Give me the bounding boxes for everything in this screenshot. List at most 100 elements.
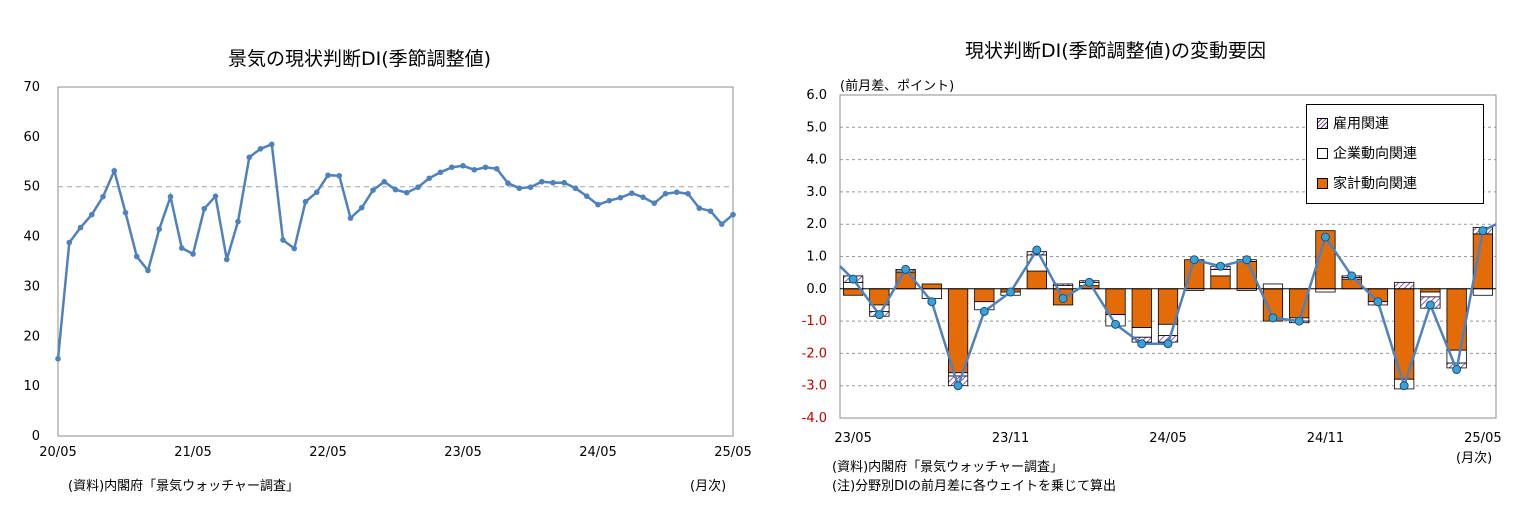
data-point xyxy=(77,224,84,231)
total-point xyxy=(1294,316,1304,326)
y-tick-label: -4.0 xyxy=(802,411,827,426)
data-point xyxy=(178,245,185,251)
data-point xyxy=(201,205,208,212)
data-point xyxy=(66,239,73,246)
data-point xyxy=(111,167,118,174)
data-point xyxy=(696,205,703,211)
y-tick-label: -3.0 xyxy=(802,379,827,394)
total-point xyxy=(1425,300,1435,310)
total-point xyxy=(1084,277,1094,287)
right-chart-title: 現状判断DI(季節調整値)の変動要因 xyxy=(965,40,1267,62)
x-tick-label: 25/05 xyxy=(1464,431,1501,446)
y-tick-label: 70 xyxy=(23,80,40,95)
right-unit-note: (月次) xyxy=(1456,451,1493,466)
bar-corporate xyxy=(947,372,969,377)
series-line xyxy=(56,142,734,359)
bar-corporate xyxy=(1420,291,1441,298)
total-point xyxy=(1347,271,1357,281)
data-point xyxy=(516,185,523,192)
data-point xyxy=(212,193,219,199)
data-point xyxy=(280,237,286,243)
y-tick-label: 1.0 xyxy=(806,250,827,265)
x-tick-label: 20/05 xyxy=(39,445,76,460)
data-point xyxy=(235,218,241,225)
legend-swatch-employment xyxy=(1317,117,1328,129)
left-source-note: (資料)内閣府「景気ウォッチャー調査」 xyxy=(68,479,300,494)
data-point xyxy=(336,172,343,179)
plot-area xyxy=(57,86,734,437)
x-tick-label: 23/05 xyxy=(444,445,481,460)
total-point xyxy=(979,306,989,316)
data-point xyxy=(426,175,433,182)
data-point xyxy=(100,193,106,200)
data-point xyxy=(640,194,646,200)
bar-corporate xyxy=(1131,327,1152,338)
total-point xyxy=(1215,261,1225,271)
data-point xyxy=(730,211,736,218)
legend-item-household: 家計動向関連 xyxy=(1317,173,1417,193)
data-point xyxy=(538,178,545,185)
total-point xyxy=(848,274,858,284)
total-point xyxy=(1137,339,1147,349)
total-point xyxy=(1268,313,1278,323)
data-point xyxy=(482,164,489,171)
data-point xyxy=(246,154,253,161)
left-unit-note: (月次) xyxy=(690,479,727,494)
data-point xyxy=(88,211,95,218)
total-point xyxy=(874,310,884,320)
y-tick-label: 30 xyxy=(23,279,40,294)
y-tick-label: 2.0 xyxy=(806,217,827,232)
data-point xyxy=(381,178,388,185)
data-point xyxy=(392,186,399,193)
total-point xyxy=(1111,319,1121,329)
y-tick-label: -1.0 xyxy=(802,314,827,329)
right-chart-panel: 現状判断DI(季節調整値)の変動要因 (前月差、ポイント) -4.0 -3.0 -2… xyxy=(770,0,1524,529)
data-point xyxy=(572,185,579,192)
x-tick-label: 25/05 xyxy=(714,445,751,460)
data-point xyxy=(718,221,725,227)
total-point xyxy=(927,297,937,307)
data-point xyxy=(313,189,320,195)
right-bar-chart: -4.0 -3.0 -2.0 -1.0 0.0 1.0 2.0 3.0 4.0 5.0 6.0 23/… xyxy=(802,88,1502,446)
left-line-chart: 0 10 20 30 40 50 60 70 20/05 21/05 22/05 23/05 24/05… xyxy=(23,80,751,460)
data-point xyxy=(471,166,478,173)
y-tick-label: 0 xyxy=(32,429,40,444)
bar-employment xyxy=(1394,281,1415,290)
left-chart-panel: 景気の現状判断DI(季節調整値) 0 10 20 30 40 50 60 70 20/05 21/… xyxy=(0,0,760,529)
right-ylabel: (前月差、ポイント) xyxy=(840,79,955,94)
bar-corporate xyxy=(1472,288,1493,296)
x-tick-label: 24/11 xyxy=(1307,431,1344,446)
legend-item-corporate: 企業動向関連 xyxy=(1317,143,1417,163)
y-tick-label: 0.0 xyxy=(806,282,827,297)
legend: 雇用関連 企業動向関連 家計動向関連 xyxy=(1306,104,1484,204)
data-point xyxy=(493,165,500,172)
data-point xyxy=(561,179,568,186)
data-point xyxy=(403,189,410,196)
total-point xyxy=(901,264,911,274)
legend-swatch-household xyxy=(1317,177,1328,189)
data-point xyxy=(302,198,309,205)
total-point xyxy=(1163,339,1173,349)
data-point xyxy=(370,187,376,194)
legend-swatch-corporate xyxy=(1317,147,1328,159)
legend-item-employment: 雇用関連 xyxy=(1317,113,1389,133)
x-tick-label: 21/05 xyxy=(174,445,211,460)
data-point xyxy=(156,226,163,232)
data-point xyxy=(167,193,174,200)
data-point xyxy=(651,200,658,206)
data-point xyxy=(325,172,331,179)
x-tick-label: 24/05 xyxy=(579,445,616,460)
data-point xyxy=(628,190,635,196)
data-point xyxy=(415,184,421,191)
data-point xyxy=(291,245,298,252)
total-point xyxy=(1058,293,1068,303)
plot-area xyxy=(839,94,1497,419)
y-tick-label: 3.0 xyxy=(806,185,827,200)
data-point xyxy=(358,204,365,211)
data-point xyxy=(606,197,613,204)
bar-household xyxy=(1105,288,1126,316)
y-tick-label: 20 xyxy=(23,329,40,344)
legend-label-employment: 雇用関連 xyxy=(1333,116,1389,132)
total-point xyxy=(1399,381,1409,391)
data-point xyxy=(437,169,444,176)
